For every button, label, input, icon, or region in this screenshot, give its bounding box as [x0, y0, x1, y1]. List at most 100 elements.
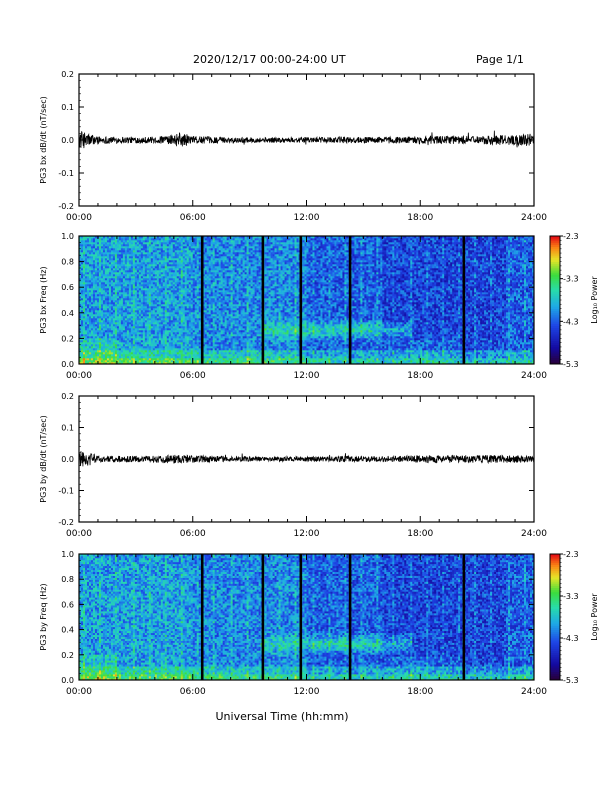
spectrogram-cell [142, 282, 146, 285]
spectrogram-cell [168, 340, 172, 343]
spectrogram-cell [218, 312, 221, 315]
spectrogram-cell [150, 262, 154, 265]
spectrogram-cell [128, 322, 132, 325]
spectrogram-cell [182, 240, 186, 243]
spectrogram-cell [178, 256, 182, 259]
spectrogram-cell [148, 358, 152, 361]
spectrogram-cell [148, 276, 152, 279]
spectrogram-cell [96, 320, 100, 323]
spectrogram-cell [224, 352, 227, 355]
spectrogram-cell [140, 244, 144, 247]
spectrogram-cell [96, 240, 100, 243]
spectrogram-cell [88, 284, 92, 287]
spectrogram-cell [230, 306, 233, 309]
spectrogram-cell [158, 260, 162, 263]
spectrogram-cell [110, 298, 114, 301]
spectrogram-cell [128, 332, 132, 335]
spectrogram-cell [158, 334, 162, 337]
spectrogram-cell [178, 310, 182, 313]
spectrogram-cell [79, 288, 82, 291]
spectrogram-cell [104, 302, 108, 305]
spectrogram-cell [222, 248, 225, 251]
spectrogram-cell [128, 318, 132, 321]
spectrogram-cell [206, 328, 210, 331]
spectrogram-cell [136, 334, 140, 337]
spectrogram-cell [94, 324, 98, 327]
spectrogram-cell [136, 306, 140, 309]
spectrogram-cell [120, 322, 124, 325]
spectrogram-cell [178, 304, 182, 307]
spectrogram-cell [174, 250, 178, 253]
spectrogram-cell [158, 340, 162, 343]
spectrogram-cell [140, 278, 144, 281]
spectrogram-cell [194, 262, 198, 265]
spectrogram-cell [160, 278, 164, 281]
spectrogram-cell [90, 264, 94, 267]
spectrogram-cell [140, 266, 144, 269]
spectrogram-cell [122, 354, 126, 357]
spectrogram-cell [108, 336, 112, 339]
spectrogram-cell [192, 322, 196, 325]
spectrogram-cell [192, 260, 196, 263]
spectrogram-cell [180, 324, 184, 327]
spectrogram-cell [180, 294, 184, 297]
spectrogram-cell [136, 304, 140, 307]
spectrogram-cell [79, 276, 82, 279]
spectrogram-cell [130, 292, 134, 295]
spectrogram-cell [166, 310, 170, 313]
spectrogram-cell [164, 290, 168, 293]
spectrogram-cell [218, 328, 221, 331]
spectrogram-cell [218, 298, 221, 301]
spectrogram-cell [110, 338, 114, 341]
spectrogram-cell [182, 258, 186, 261]
spectrogram-cell [194, 240, 198, 243]
spectrogram-cell [220, 268, 223, 271]
spectrogram-cell [108, 240, 112, 243]
spectrogram-cell [146, 290, 150, 293]
spectrogram-cell [126, 344, 130, 347]
spectrogram-cell [88, 346, 92, 349]
spectrogram-cell [114, 246, 118, 249]
spectrogram-cell [116, 342, 120, 345]
spectrogram-cell [134, 242, 138, 245]
spectrogram-cell [100, 314, 104, 317]
spectrogram-cell [170, 272, 174, 275]
spectrogram-cell [136, 288, 140, 291]
spectrogram-cell [88, 250, 92, 253]
spectrogram-cell [134, 246, 138, 249]
spectrogram-cell [136, 278, 140, 281]
spectrogram-cell [112, 240, 116, 243]
spectrogram-cell [174, 300, 178, 303]
spectrogram-cell [210, 280, 214, 283]
spectrogram-cell [142, 292, 146, 295]
spectrogram-cell [174, 264, 178, 267]
spectrogram-cell [208, 244, 212, 247]
spectrogram-cell [104, 342, 108, 345]
spectrogram-cell [124, 344, 128, 347]
spectrogram-cell [106, 362, 110, 365]
spectrogram-cell [132, 330, 136, 333]
spectrogram-cell [86, 258, 90, 261]
spectrogram-cell [130, 276, 134, 279]
spectrogram-cell [122, 268, 126, 271]
spectrogram-cell [166, 330, 170, 333]
spectrogram-cell [79, 332, 82, 335]
spectrogram-cell [110, 314, 114, 317]
spectrogram-cell [138, 242, 142, 245]
spectrogram-cell [96, 310, 100, 313]
spectrogram-cell [134, 306, 138, 309]
spectrogram-cell [116, 362, 120, 365]
spectrogram-cell [102, 266, 106, 269]
spectrogram-cell [108, 346, 112, 349]
spectrogram-cell [100, 258, 104, 261]
spectrogram-cell [174, 336, 178, 339]
spectrogram-cell [156, 276, 160, 279]
spectrogram-cell [126, 240, 130, 243]
spectrogram-cell [100, 340, 104, 343]
spectrogram-cell [142, 244, 146, 247]
spectrogram-cell [186, 242, 190, 245]
spectrogram-cell [198, 328, 202, 331]
spectrogram-cell [148, 294, 152, 297]
spectrogram-cell [218, 250, 221, 253]
spectrogram-cell [134, 290, 138, 293]
